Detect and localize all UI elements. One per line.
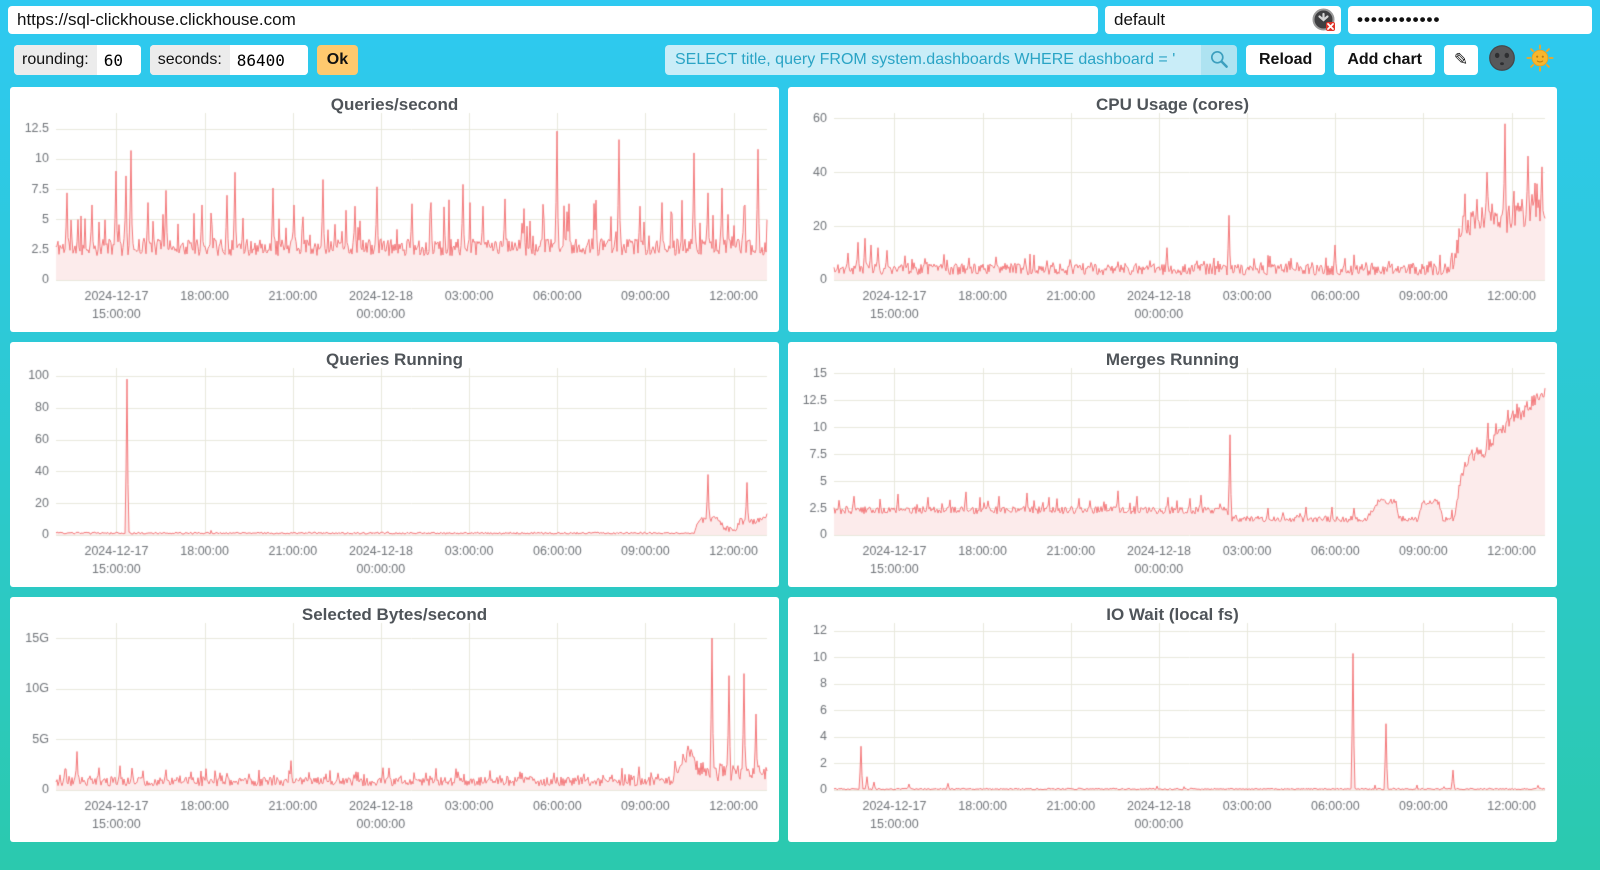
user-avatar-error-icon xyxy=(1312,8,1336,32)
toolbar: rounding: seconds: Ok Reload Add chart ✎ xyxy=(0,34,1600,77)
chart-card-io-wait: IO Wait (local fs) xyxy=(788,597,1557,842)
seconds-input[interactable] xyxy=(229,45,308,75)
chart-card-queries-running: Queries Running xyxy=(10,342,779,587)
user-field xyxy=(1105,6,1341,34)
light-theme-toggle[interactable] xyxy=(1525,43,1554,77)
ok-button[interactable]: Ok xyxy=(316,45,359,75)
chart-canvas-io-wait[interactable] xyxy=(788,597,1557,842)
seconds-field: seconds: xyxy=(149,45,308,75)
chart-canvas-selected-bytes[interactable] xyxy=(10,597,779,842)
rounding-input[interactable] xyxy=(96,45,141,75)
charts-grid: Queries/second CPU Usage (cores) Queries… xyxy=(0,77,1600,852)
chart-card-queries-per-second: Queries/second xyxy=(10,87,779,332)
chart-canvas-queries-running[interactable] xyxy=(10,342,779,587)
magnifier-icon xyxy=(1208,48,1230,73)
password-input[interactable] xyxy=(1348,6,1592,34)
search-button[interactable] xyxy=(1200,45,1237,75)
rounding-field: rounding: xyxy=(14,45,141,75)
chart-canvas-cpu-usage[interactable] xyxy=(788,87,1557,332)
chart-card-merges-running: Merges Running xyxy=(788,342,1557,587)
moon-face-icon xyxy=(1488,44,1516,77)
chart-card-selected-bytes: Selected Bytes/second xyxy=(10,597,779,842)
edit-button[interactable]: ✎ xyxy=(1444,45,1478,75)
seconds-label: seconds: xyxy=(149,45,230,75)
rounding-label: rounding: xyxy=(14,45,97,75)
dark-theme-toggle[interactable] xyxy=(1487,44,1516,77)
query-input[interactable] xyxy=(664,45,1201,75)
chart-card-cpu-usage: CPU Usage (cores) xyxy=(788,87,1557,332)
user-input[interactable] xyxy=(1105,6,1341,34)
chart-canvas-merges-running[interactable] xyxy=(788,342,1557,587)
sun-face-icon xyxy=(1525,43,1554,77)
connection-bar xyxy=(0,0,1600,34)
clickhouse-dashboard: rounding: seconds: Ok Reload Add chart ✎ xyxy=(0,0,1600,852)
url-input[interactable] xyxy=(8,6,1098,34)
reload-button[interactable]: Reload xyxy=(1245,45,1326,75)
add-chart-button[interactable]: Add chart xyxy=(1334,45,1435,75)
query-editor xyxy=(664,45,1237,75)
pencil-icon: ✎ xyxy=(1453,50,1469,69)
chart-canvas-queries-per-second[interactable] xyxy=(10,87,779,332)
